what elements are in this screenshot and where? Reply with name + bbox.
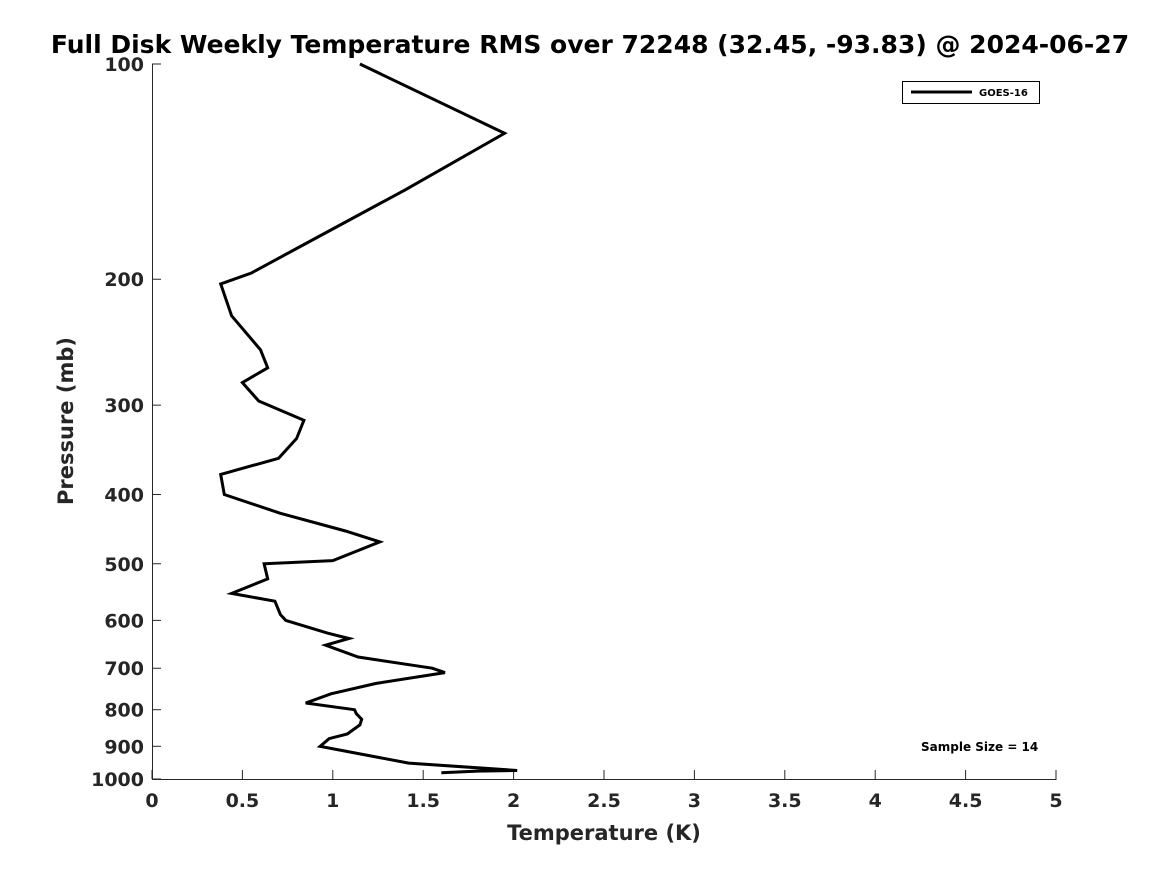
y-tick-label: 300 xyxy=(104,395,144,417)
y-ticks: 100 200 300 400 500 600 700 800 900 1000 xyxy=(91,54,161,791)
y-axis-label: Pressure (mb) xyxy=(54,337,78,505)
x-tick-label: 0.5 xyxy=(226,790,260,812)
y-tick-label: 700 xyxy=(104,658,144,680)
legend: GOES-16 xyxy=(902,81,1040,104)
y-tick-label: 400 xyxy=(104,484,144,506)
y-tick-label: 900 xyxy=(104,736,144,758)
plot-area: 0 0.5 1 1.5 2 2.5 3 3.5 4 4.5 5 100 200 300 400 500 600… xyxy=(91,54,1063,812)
y-tick-label: 500 xyxy=(104,554,144,576)
y-tick-label: 200 xyxy=(104,269,144,291)
y-tick-label: 800 xyxy=(104,700,144,722)
x-tick-label: 2.5 xyxy=(587,790,621,812)
chart-title: Full Disk Weekly Temperature RMS over 72… xyxy=(51,30,1129,59)
x-ticks: 0 0.5 1 1.5 2 2.5 3 3.5 4 4.5 5 xyxy=(145,770,1063,812)
legend-label-goes-16: GOES-16 xyxy=(979,88,1028,99)
x-tick-label: 2 xyxy=(507,790,520,812)
x-tick-label: 4.5 xyxy=(949,790,983,812)
sample-size-annotation: Sample Size = 14 xyxy=(921,740,1038,754)
x-tick-label: 5 xyxy=(1049,790,1062,812)
x-tick-label: 4 xyxy=(869,790,882,812)
y-tick-label: 1000 xyxy=(91,769,144,791)
y-tick-label: 100 xyxy=(104,54,144,76)
x-tick-label: 1 xyxy=(326,790,339,812)
x-tick-label: 0 xyxy=(145,790,158,812)
x-tick-label: 3.5 xyxy=(768,790,802,812)
x-tick-label: 3 xyxy=(688,790,701,812)
x-tick-label: 1.5 xyxy=(406,790,440,812)
series-line-goes-16 xyxy=(218,62,518,775)
x-axis-label: Temperature (K) xyxy=(507,821,701,845)
y-tick-label: 600 xyxy=(104,610,144,632)
